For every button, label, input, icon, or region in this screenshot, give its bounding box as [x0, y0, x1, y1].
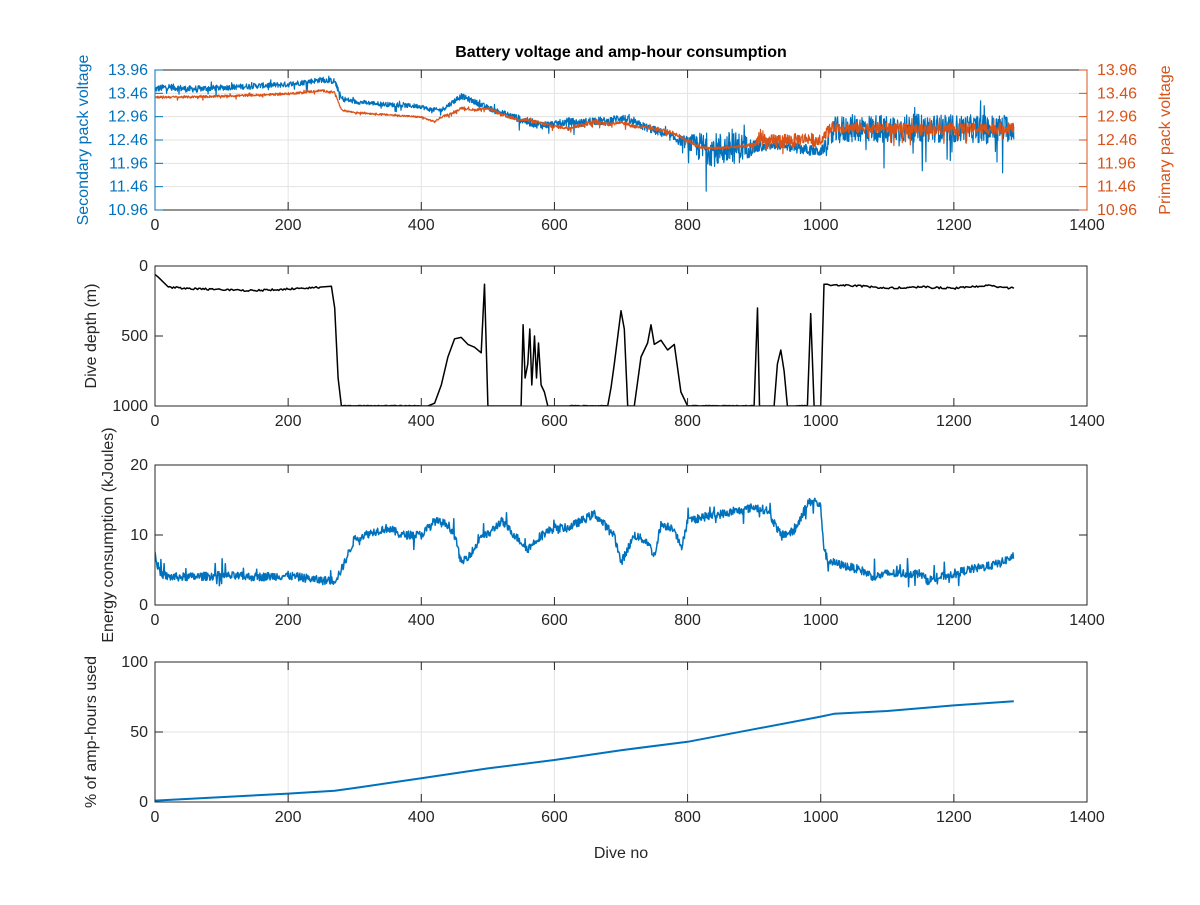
series-group: [155, 497, 1015, 588]
y-tick-label: 0: [139, 258, 148, 275]
y-tick-label: 13.96: [108, 62, 148, 79]
x-tick-label: 1400: [1069, 413, 1105, 430]
panel-3: 0 200 400 600 800 1000 1200 1400 0 10 20 Energy con…: [100, 427, 1105, 642]
y-right-tick-label: 11.46: [1097, 179, 1136, 196]
series-group: [155, 700, 1014, 802]
y-right-tick-label: 12.46: [1097, 132, 1137, 149]
x-tick-label: 1200: [936, 809, 972, 826]
y-tick-label: 12.96: [108, 109, 148, 126]
panel-2: 0 200 400 600 800 1000 1200 1400 0 500 1000 Dive de…: [83, 258, 1105, 430]
x-tick-label: 0: [151, 413, 160, 430]
y-tick-label: 1000: [112, 398, 148, 415]
x-tick-label: 1200: [936, 612, 972, 629]
x-tick-label: 600: [541, 217, 568, 234]
y-tick-label: 11.96: [109, 155, 148, 172]
plot-area: [155, 465, 1087, 605]
x-tick-label: 800: [674, 217, 701, 234]
y-tick-label: 500: [121, 328, 148, 345]
panel-4: 0 200 400 600 800 1000 1200 1400 0 50 100 % of amp-…: [83, 654, 1105, 862]
x-tick-label: 1000: [803, 809, 839, 826]
y-right-tick-label: 12.96: [1097, 109, 1137, 126]
x-tick-label: 1400: [1069, 217, 1105, 234]
y-tick-label: 0: [139, 597, 148, 614]
chart-title: Battery voltage and amp-hour consumption: [455, 44, 787, 61]
x-tick-label: 600: [541, 809, 568, 826]
x-tick-label: 800: [674, 809, 701, 826]
series-line-2: [155, 89, 1015, 155]
x-tick-label: 0: [151, 809, 160, 826]
x-tick-label: 600: [541, 413, 568, 430]
series-line-1: [155, 700, 1014, 802]
y-axis-label-right: Primary pack voltage: [1157, 65, 1174, 214]
x-tick-label: 400: [408, 809, 435, 826]
x-tick-label: 800: [674, 612, 701, 629]
x-axis-label: Dive no: [594, 845, 648, 862]
x-tick-label: 1200: [936, 217, 972, 234]
y-tick-label: 20: [130, 457, 148, 474]
y-tick-label: 13.46: [108, 85, 148, 102]
y-tick-label: 50: [130, 724, 148, 741]
x-tick-label: 1400: [1069, 809, 1105, 826]
x-tick-label: 800: [674, 413, 701, 430]
x-tick-label: 200: [275, 413, 302, 430]
panel-1: 0 200 400 600 800 1000 1200 140010.9611.4611.96…: [75, 44, 1174, 234]
x-tick-label: 1400: [1069, 612, 1105, 629]
y-tick-label: 10: [130, 527, 148, 544]
x-tick-label: 0: [151, 217, 160, 234]
plot-area: [155, 266, 1087, 406]
x-tick-label: 600: [541, 612, 568, 629]
x-tick-label: 400: [408, 217, 435, 234]
y-axis-label: Secondary pack voltage: [75, 55, 92, 226]
y-right-tick-label: 11.96: [1097, 155, 1136, 172]
y-axis-label: Dive depth (m): [83, 284, 100, 389]
x-tick-label: 200: [275, 612, 302, 629]
y-right-tick-label: 13.96: [1097, 62, 1137, 79]
y-right-tick-label: 13.46: [1097, 85, 1137, 102]
y-tick-label: 11.46: [109, 179, 148, 196]
x-tick-label: 200: [275, 809, 302, 826]
y-tick-label: 100: [121, 654, 148, 671]
y-tick-label: 12.46: [108, 132, 148, 149]
x-tick-label: 1000: [803, 612, 839, 629]
y-axis-label: Energy consumption (kJoules): [100, 427, 117, 642]
x-tick-label: 400: [408, 413, 435, 430]
y-tick-label: 10.96: [108, 202, 148, 219]
x-tick-label: 1200: [936, 413, 972, 430]
series-line-1: [155, 497, 1015, 588]
x-tick-label: 0: [151, 612, 160, 629]
y-tick-label: 0: [139, 794, 148, 811]
x-tick-label: 400: [408, 612, 435, 629]
x-tick-label: 200: [275, 217, 302, 234]
series-group: [155, 75, 1015, 192]
y-right-tick-label: 10.96: [1097, 202, 1137, 219]
chart-layer: 0 200 400 600 800 1000 1200 140010.9611.4611.96…: [75, 44, 1174, 862]
x-tick-label: 1000: [803, 413, 839, 430]
x-tick-label: 1000: [803, 217, 839, 234]
y-axis-label: % of amp-hours used: [83, 656, 100, 808]
